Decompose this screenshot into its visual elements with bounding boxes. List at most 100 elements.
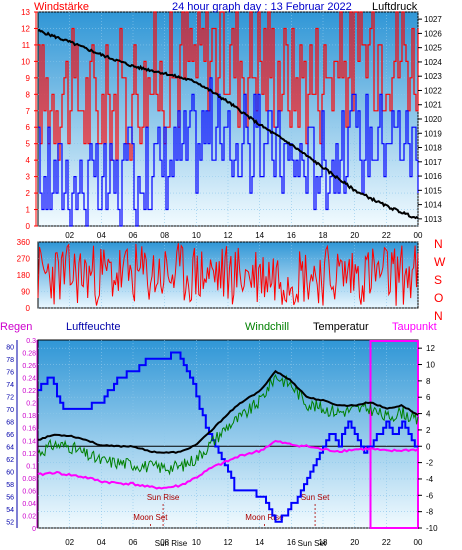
wind-tick-label: 5 — [26, 140, 31, 149]
compass-label: S — [434, 273, 442, 287]
wind-tick-label: 12 — [21, 24, 30, 33]
wind-tick-label: 11 — [22, 41, 31, 50]
wind-tick-label: 3 — [26, 173, 31, 182]
climate-panel-axes: -10-8-6-4-202468101200.020.040.060.080.1… — [6, 338, 438, 548]
pressure-series-line — [37, 28, 419, 220]
climate-x-tick-label: 12 — [224, 538, 233, 547]
climate-x-tick-label: 02 — [65, 538, 74, 547]
humidity-tick-label: 60 — [6, 470, 14, 477]
temp-tick-label: 0 — [426, 442, 431, 451]
wind-tick-label: 13 — [21, 8, 30, 17]
pressure-tick-label: 1019 — [424, 129, 442, 138]
temp-tick-label: 6 — [426, 393, 431, 402]
pressure-tick-label: 1027 — [424, 15, 442, 24]
wind-x-tick-label: 20 — [350, 231, 359, 240]
rain-tick-label: 0.08 — [22, 476, 36, 483]
temp-tick-label: 12 — [426, 344, 435, 353]
wind-tick-label: 2 — [26, 189, 31, 198]
direction-tick-label: 270 — [17, 255, 31, 264]
direction-tick-label: 360 — [17, 238, 31, 247]
pressure-tick-label: 1015 — [424, 186, 442, 195]
wind-x-tick-label: 12 — [224, 231, 233, 240]
annotation-label: Sun Set — [301, 493, 330, 502]
pressure-series — [37, 28, 419, 220]
pressure-tick-label: 1023 — [424, 72, 442, 81]
wind-left-label: Windstärke — [34, 1, 89, 13]
humidity-tick-label: 66 — [6, 432, 14, 439]
climate-x-tick-label: 16 — [287, 538, 296, 547]
humidity-tick-label: 62 — [6, 457, 14, 464]
humidity-tick-label: 56 — [6, 495, 14, 502]
gust-series-line — [38, 11, 419, 161]
rain-tick-label: 0.16 — [22, 426, 36, 433]
rain-tick-label: 0.04 — [22, 501, 36, 508]
wind-x-tick-label: 22 — [382, 231, 391, 240]
wind-x-tick-label: 04 — [97, 231, 106, 240]
wind-x-tick-label: 00 — [414, 231, 423, 240]
sunset-bottom-label: Sun Set — [298, 539, 327, 548]
rain-tick-label: 0 — [32, 526, 36, 533]
humidity-line — [38, 351, 418, 523]
humidity-tick-label: 78 — [6, 357, 14, 364]
wind-bars — [38, 11, 419, 227]
pressure-tick-label: 1018 — [424, 144, 442, 153]
pressure-tick-label: 1024 — [424, 58, 442, 67]
climate-x-tick-label: 00 — [414, 538, 423, 547]
wind-tick-label: 7 — [26, 107, 31, 116]
direction-tick-label: 90 — [21, 288, 30, 297]
pressure-tick-label: 1026 — [424, 29, 442, 38]
wind-x-tick-label: 14 — [255, 231, 264, 240]
wind-x-tick-label: 18 — [319, 231, 328, 240]
humidity-tick-label: 52 — [6, 520, 14, 527]
temp-tick-label: -6 — [426, 491, 434, 500]
humidity-tick-label: 72 — [6, 394, 14, 401]
rain-tick-label: 0.2 — [26, 401, 36, 408]
wind-panel-axes: 0123456789101112131013101410151016101710… — [21, 8, 442, 240]
temperatur-line — [37, 369, 419, 454]
rain-tick-label: 0.06 — [22, 488, 36, 495]
pressure-tick-label: 1014 — [424, 201, 442, 210]
rain-tick-label: 0.28 — [22, 351, 36, 358]
pressure-tick-label: 1020 — [424, 115, 442, 124]
rain-tick-label: 0.12 — [22, 451, 36, 458]
humidity-tick-label: 68 — [6, 419, 14, 426]
wind-tick-label: 6 — [26, 123, 31, 132]
rain-tick-label: 0.3 — [26, 338, 36, 345]
temp-tick-label: 4 — [426, 410, 431, 419]
annotation-label: Moon Set — [133, 513, 168, 522]
pressure-tick-label: 1022 — [424, 86, 442, 95]
windchill-label: Windchill — [245, 321, 289, 333]
pressure-right-label: Luftdruck — [372, 1, 418, 13]
humidity-tick-label: 74 — [6, 382, 14, 389]
pressure-tick-label: 1025 — [424, 44, 442, 53]
humidity-tick-label: 80 — [6, 344, 14, 351]
sunrise-bottom-label: Sun Rise — [155, 539, 188, 548]
rain-tick-label: 0.14 — [22, 438, 36, 445]
rain-tick-label: 0.22 — [22, 388, 36, 395]
direction-tick-label: 0 — [26, 304, 31, 313]
pressure-tick-label: 1016 — [424, 172, 442, 181]
temp-tick-label: -8 — [426, 508, 434, 517]
temp-tick-label: -2 — [426, 459, 434, 468]
wind-tick-label: 0 — [26, 222, 31, 231]
temp-tick-label: 10 — [426, 361, 435, 370]
temp-tick-label: -4 — [426, 475, 434, 484]
wind-tick-label: 10 — [21, 57, 30, 66]
rain-tick-label: 0.1 — [26, 463, 36, 470]
compass-label: O — [434, 291, 443, 305]
humidity-tick-label: 58 — [6, 482, 14, 489]
temp-tick-label: -10 — [426, 524, 438, 533]
wind-direction-line — [37, 243, 419, 306]
wind-tick-label: 1 — [26, 206, 31, 215]
wind-x-tick-label: 08 — [160, 231, 169, 240]
annotation-label: Sun Rise — [147, 493, 180, 502]
wind-x-tick-label: 10 — [192, 231, 201, 240]
rain-label: Regen — [0, 321, 32, 333]
rain-window — [369, 340, 419, 529]
compass-label: N — [434, 309, 443, 323]
humidity-tick-label: 70 — [6, 407, 14, 414]
pressure-tick-label: 1021 — [424, 101, 442, 110]
taupunkt-line — [37, 439, 419, 490]
climate-x-tick-label: 08 — [160, 538, 169, 547]
